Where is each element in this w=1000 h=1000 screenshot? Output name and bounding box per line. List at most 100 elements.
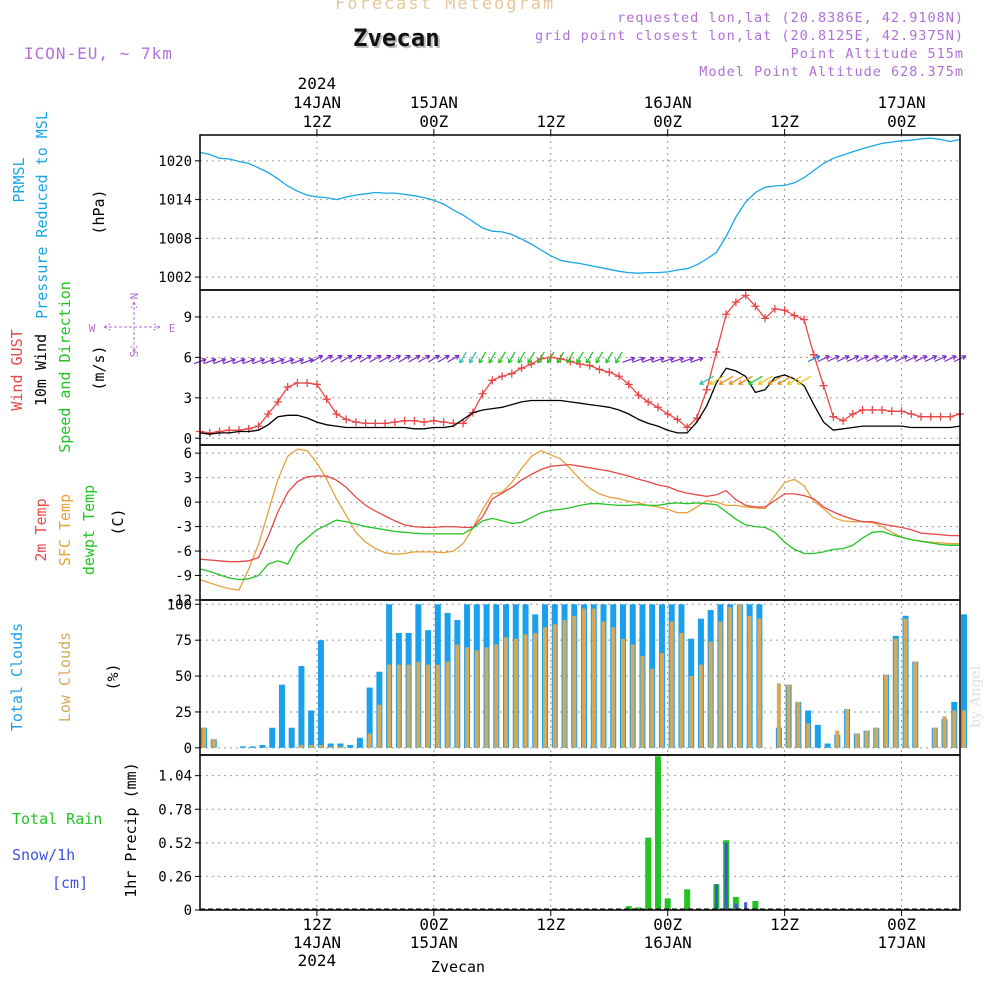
wind-unit: (m/s) bbox=[90, 345, 108, 390]
gust-marker bbox=[868, 405, 877, 414]
total-cloud-bar bbox=[298, 666, 305, 748]
low-cloud-bar bbox=[845, 709, 850, 748]
gust-marker bbox=[800, 315, 809, 324]
gust-marker bbox=[371, 419, 380, 428]
gust-marker bbox=[653, 403, 662, 412]
gust-marker bbox=[507, 369, 516, 378]
rain-bar bbox=[635, 907, 642, 910]
total-cloud-bar bbox=[814, 724, 821, 748]
low-cloud-bar bbox=[406, 664, 411, 748]
wind-direction-arrow bbox=[641, 356, 655, 363]
snow-unit-label: [cm] bbox=[52, 874, 88, 892]
wind-dir-label: Speed and Direction bbox=[56, 281, 74, 453]
low-cloud-bar bbox=[445, 661, 450, 748]
gust-marker bbox=[488, 376, 497, 385]
low-cloud-bar bbox=[367, 733, 372, 748]
gust-marker bbox=[342, 415, 351, 424]
rain-bar bbox=[752, 900, 759, 910]
gust-marker bbox=[459, 419, 468, 428]
low-cloud-bar bbox=[328, 746, 333, 748]
wind-direction-arrow bbox=[222, 357, 236, 365]
station-name: Zvecan bbox=[353, 24, 440, 52]
wind-direction-arrow bbox=[585, 351, 594, 364]
y-tick-label: 50 bbox=[175, 669, 192, 685]
gust-marker bbox=[712, 348, 721, 356]
wind-direction-arrow bbox=[738, 375, 753, 385]
gust-marker bbox=[429, 416, 438, 425]
bottom-time-label: 12Z bbox=[770, 915, 799, 934]
gust-label: Wind GUST bbox=[8, 329, 26, 410]
gust-marker bbox=[517, 364, 526, 373]
bottom-time-label: 00Z bbox=[653, 915, 682, 934]
gust-marker bbox=[761, 314, 770, 323]
gust-marker bbox=[254, 422, 263, 431]
gust-marker bbox=[332, 410, 341, 418]
wind-direction-arrow bbox=[944, 355, 957, 363]
low-cloud-bar bbox=[455, 644, 460, 748]
wind-direction-arrow bbox=[252, 357, 266, 365]
dewpt-line bbox=[199, 502, 960, 581]
wind-direction-arrow bbox=[320, 354, 333, 363]
low-cloud-bar bbox=[932, 727, 937, 748]
gust-marker bbox=[303, 379, 312, 387]
gust-marker bbox=[848, 410, 857, 418]
top-time-label: 12Z bbox=[536, 112, 565, 131]
y-tick-label: 6 bbox=[184, 446, 192, 462]
top-time-label: 2024 bbox=[298, 74, 337, 93]
top-time-label: 12Z bbox=[770, 112, 799, 131]
low-cloud-bar bbox=[718, 621, 723, 748]
wind-direction-arrow bbox=[866, 355, 879, 363]
low-cloud-bar bbox=[552, 624, 557, 748]
y-tick-label: -6 bbox=[175, 544, 192, 560]
wind-direction-arrow bbox=[622, 356, 636, 363]
bottom-time-label: 12Z bbox=[302, 915, 331, 934]
gust-marker bbox=[293, 379, 302, 387]
wind-direction-arrow bbox=[632, 356, 646, 363]
low-cloud-bar bbox=[942, 716, 947, 748]
bottom-time-label: 00Z bbox=[887, 915, 916, 934]
wind-direction-arrow bbox=[690, 356, 704, 363]
gust-marker bbox=[585, 361, 594, 370]
top-time-label: 16JAN bbox=[644, 93, 692, 112]
total-cloud-bar bbox=[337, 743, 344, 748]
gust-marker bbox=[264, 410, 273, 418]
wind-direction-arrow bbox=[408, 354, 421, 363]
compass-s: S bbox=[128, 351, 141, 358]
low-cloud-bar bbox=[952, 710, 957, 748]
low-cloud-bar bbox=[309, 744, 314, 748]
gust-marker bbox=[663, 410, 672, 418]
low-cloud-bar bbox=[484, 647, 489, 748]
low-cloud-bar bbox=[387, 664, 392, 748]
wind-direction-arrow bbox=[340, 354, 353, 363]
y-tick-label: 1.04 bbox=[158, 769, 192, 785]
wind-direction-arrow bbox=[478, 351, 487, 364]
rain-bar bbox=[664, 898, 671, 910]
wind-direction-arrow bbox=[291, 357, 304, 365]
low-cloud-bar bbox=[747, 615, 752, 748]
low-clouds-label: Low Clouds bbox=[56, 632, 74, 722]
pressure-label: Pressure Reduced to MSL bbox=[33, 111, 51, 319]
gust-marker bbox=[907, 410, 916, 418]
y-tick-label: -12 bbox=[167, 593, 192, 609]
wind-direction-arrow bbox=[349, 354, 363, 363]
total-cloud-bar bbox=[308, 710, 315, 748]
top-time-label: 15JAN bbox=[410, 93, 458, 112]
top-time-label: 14JAN bbox=[293, 93, 341, 112]
low-cloud-bar bbox=[572, 615, 577, 748]
total-cloud-bar bbox=[259, 744, 266, 748]
y-tick-label: 75 bbox=[175, 633, 192, 649]
low-cloud-bar bbox=[737, 604, 742, 748]
total-cloud-bar bbox=[961, 614, 967, 748]
wind-direction-arrow bbox=[447, 354, 460, 363]
wind-direction-arrow bbox=[767, 375, 783, 385]
top-time-label: 00Z bbox=[419, 112, 448, 131]
wind-direction-arrow bbox=[817, 355, 830, 363]
wind-direction-arrow bbox=[875, 355, 889, 363]
low-cloud-bar bbox=[913, 661, 918, 748]
gust-marker bbox=[946, 412, 955, 421]
wind-direction-arrow bbox=[807, 355, 821, 363]
wind-direction-arrow bbox=[856, 355, 869, 363]
low-cloud-bar bbox=[874, 727, 879, 748]
